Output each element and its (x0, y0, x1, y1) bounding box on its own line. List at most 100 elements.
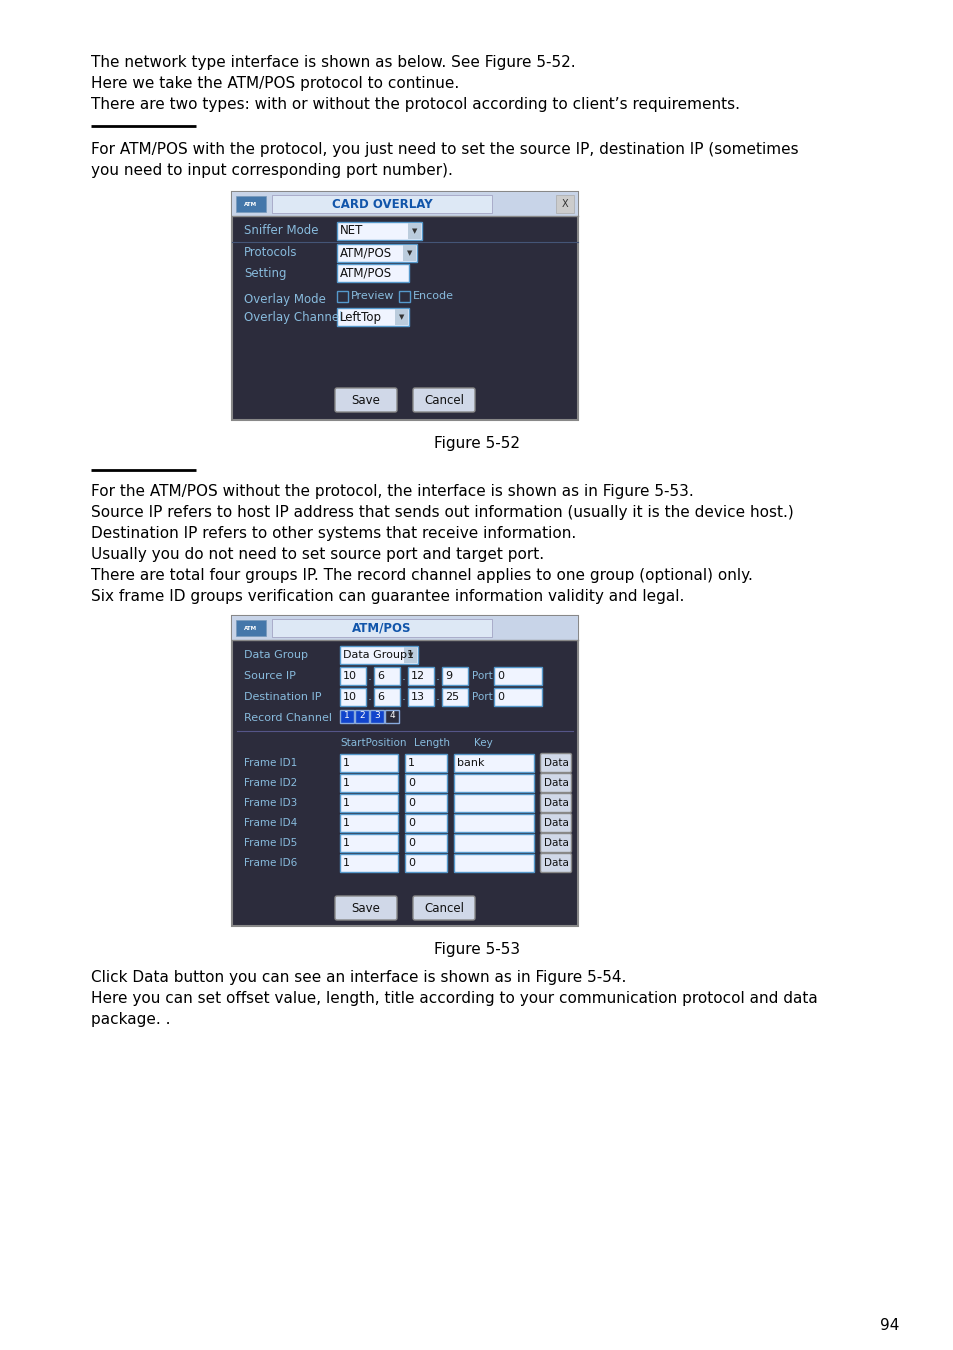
Text: Port: Port (472, 693, 493, 702)
Text: Setting: Setting (244, 266, 286, 279)
Bar (454, 855, 534, 872)
Text: Click Data button you can see an interface is shown as in Figure 5-54.: Click Data button you can see an interfa… (91, 971, 626, 986)
Bar (336, 292, 348, 302)
Bar (441, 667, 468, 684)
Text: 0: 0 (408, 859, 415, 868)
Bar (454, 794, 534, 811)
Text: 1: 1 (344, 711, 350, 721)
Text: Cancel: Cancel (423, 393, 463, 406)
Text: Six frame ID groups verification can guarantee information validity and legal.: Six frame ID groups verification can gua… (91, 589, 683, 603)
Bar (235, 196, 266, 212)
Text: 9: 9 (444, 671, 452, 680)
Text: X: X (561, 198, 568, 209)
Text: 1: 1 (343, 838, 350, 848)
Bar (336, 221, 421, 240)
Bar (355, 710, 369, 724)
Text: Frame ID5: Frame ID5 (244, 838, 297, 848)
Text: 6: 6 (376, 671, 384, 680)
Bar (339, 814, 397, 832)
Bar (405, 755, 447, 772)
Bar (232, 616, 578, 640)
Bar (232, 616, 578, 926)
Bar (454, 755, 534, 772)
Bar (336, 265, 409, 282)
Text: Sniffer Mode: Sniffer Mode (244, 224, 318, 238)
Text: .: . (436, 670, 439, 683)
Text: StartPosition: StartPosition (339, 738, 406, 748)
Bar (454, 834, 534, 852)
Bar (339, 688, 366, 706)
Text: 0: 0 (408, 798, 415, 809)
Bar (405, 834, 447, 852)
Bar (405, 855, 447, 872)
Bar (235, 620, 266, 636)
Bar (370, 710, 384, 724)
Bar (336, 244, 416, 262)
Bar (339, 755, 397, 772)
FancyBboxPatch shape (540, 753, 571, 772)
Text: Data: Data (543, 778, 568, 788)
Bar (398, 292, 410, 302)
Text: Port: Port (472, 671, 493, 680)
Text: Record Channel: Record Channel (244, 713, 332, 724)
Text: There are two types: with or without the protocol according to client’s requirem: There are two types: with or without the… (91, 97, 740, 112)
Text: There are total four groups IP. The record channel applies to one group (optiona: There are total four groups IP. The reco… (91, 568, 752, 583)
Text: Protocols: Protocols (244, 247, 297, 259)
Text: 94: 94 (880, 1318, 899, 1332)
Bar (454, 814, 534, 832)
Bar (403, 647, 416, 663)
Text: 2: 2 (359, 711, 364, 721)
Text: 1: 1 (343, 859, 350, 868)
Text: 4: 4 (389, 711, 395, 721)
Text: bank: bank (456, 757, 484, 768)
Text: 3: 3 (374, 711, 379, 721)
Text: Destination IP: Destination IP (244, 693, 321, 702)
Text: .: . (401, 670, 406, 683)
Text: 10: 10 (343, 693, 356, 702)
Text: .: . (436, 690, 439, 703)
Text: package. .: package. . (91, 1012, 171, 1027)
Text: you need to input corresponding port number).: you need to input corresponding port num… (91, 163, 453, 178)
Bar (339, 794, 397, 811)
Text: Overlay Mode: Overlay Mode (244, 293, 326, 305)
Text: Frame ID2: Frame ID2 (244, 778, 297, 788)
Text: Data: Data (543, 757, 568, 768)
Text: ATM: ATM (244, 201, 257, 207)
FancyBboxPatch shape (540, 853, 571, 872)
Text: Key: Key (474, 738, 493, 748)
Text: 1: 1 (408, 757, 415, 768)
Text: Here we take the ATM/POS protocol to continue.: Here we take the ATM/POS protocol to con… (91, 76, 458, 90)
Bar (408, 667, 434, 684)
Text: ▼: ▼ (408, 652, 414, 657)
Text: Data Group1: Data Group1 (343, 649, 414, 660)
Bar (405, 774, 447, 792)
Text: .: . (401, 690, 406, 703)
Text: Save: Save (352, 902, 380, 914)
Text: Data: Data (543, 798, 568, 809)
Bar (339, 667, 366, 684)
Bar (272, 620, 492, 637)
Text: Usually you do not need to set source port and target port.: Usually you do not need to set source po… (91, 547, 543, 562)
Text: ATM/POS: ATM/POS (339, 266, 392, 279)
Text: Preview: Preview (351, 292, 395, 301)
Text: ▼: ▼ (399, 315, 404, 320)
Text: 0: 0 (408, 818, 415, 828)
Text: ▼: ▼ (412, 228, 417, 234)
Text: Source IP refers to host IP address that sends out information (usually it is th: Source IP refers to host IP address that… (91, 505, 793, 520)
Bar (339, 647, 417, 664)
Bar (395, 309, 408, 325)
Bar (339, 834, 397, 852)
Bar (441, 688, 468, 706)
Text: 0: 0 (408, 838, 415, 848)
Text: Frame ID4: Frame ID4 (244, 818, 297, 828)
Text: 25: 25 (444, 693, 458, 702)
Bar (494, 688, 541, 706)
Text: Figure 5-52: Figure 5-52 (434, 436, 519, 451)
Text: ▼: ▼ (407, 250, 413, 256)
Text: Save: Save (352, 393, 380, 406)
Text: .: . (368, 670, 372, 683)
Text: Frame ID1: Frame ID1 (244, 757, 297, 768)
Text: For ATM/POS with the protocol, you just need to set the source IP, destination I: For ATM/POS with the protocol, you just … (91, 142, 798, 157)
Text: 1: 1 (343, 778, 350, 788)
Bar (374, 667, 399, 684)
